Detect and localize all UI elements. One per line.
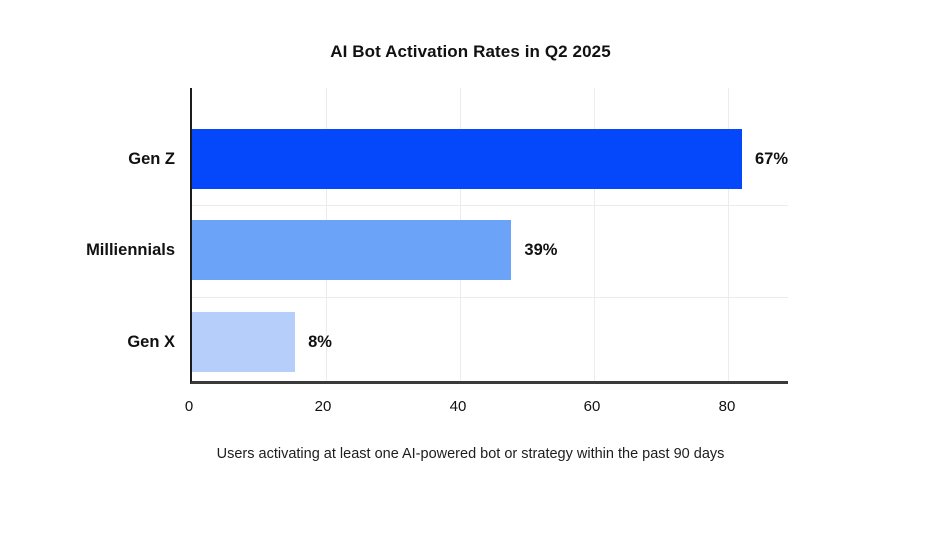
x-tick-0: 0 (184, 398, 194, 415)
gridline-horizontal-2 (192, 297, 788, 298)
chart-caption: Users activating at least one AI-powered… (216, 446, 725, 462)
bar-gen-x (192, 312, 296, 372)
gridline-vertical-60 (593, 88, 595, 381)
x-tick-80: 80 (718, 398, 736, 415)
bar-row-milliennials: 39% (192, 220, 788, 280)
category-label-gen-x: Gen X (127, 332, 175, 351)
x-tick-60: 60 (583, 398, 601, 415)
value-label-gen-x: 8% (308, 332, 332, 351)
gridline-horizontal-1 (192, 205, 788, 206)
bar-row-gen-x: 8% (192, 312, 788, 372)
bar-milliennials (192, 220, 512, 280)
value-label-milliennials: 39% (524, 240, 558, 259)
category-label-gen-z: Gen Z (128, 149, 175, 168)
bar-gen-z (192, 129, 742, 189)
bar-row-gen-z: 67% (192, 129, 788, 189)
category-label-milliennials: Milliennials (86, 240, 175, 259)
x-tick-40: 40 (449, 398, 467, 415)
x-tick-20: 20 (314, 398, 332, 415)
chart-title: AI Bot Activation Rates in Q2 2025 (330, 42, 611, 61)
gridline-vertical-80 (727, 88, 729, 381)
value-label-gen-z: 67% (754, 149, 788, 168)
plot-area: 67% 39% 8% (190, 88, 788, 384)
